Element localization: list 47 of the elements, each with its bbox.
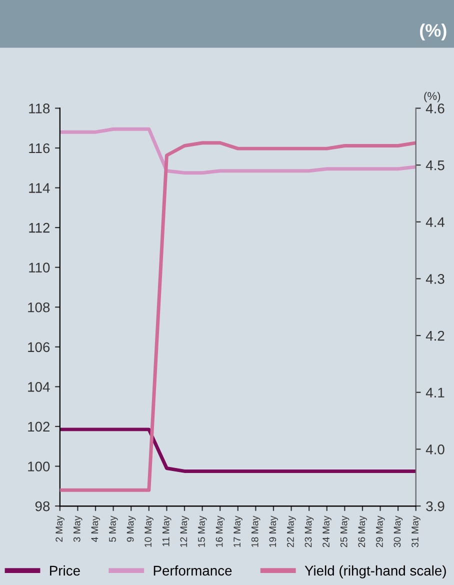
y-tick-label: 106 — [28, 342, 50, 352]
x-tick-label: 25 May — [340, 516, 350, 548]
x-tick-label: 26 May — [358, 516, 368, 548]
x-tick-label: 22 May — [287, 516, 296, 548]
x-tick-label: 31 May — [412, 516, 420, 548]
y-tick-label: 116 — [29, 143, 50, 154]
y-tick-label: 108 — [28, 302, 50, 312]
x-tick-label: 9 May — [126, 516, 136, 542]
x-tick-label: 2 May — [56, 516, 64, 542]
x-tick-label: 23 May — [304, 516, 314, 548]
legend-label: Price — [50, 565, 80, 576]
x-tick-label: 29 May — [376, 516, 385, 548]
chart-title: (%) — [420, 24, 446, 40]
y2-axis-title: (%) — [424, 92, 440, 102]
y-tick-label: 104 — [28, 382, 50, 392]
y2-tick-label: 4.6 — [426, 104, 444, 114]
y2-tick-label: 4.5 — [426, 160, 444, 170]
y2-tick-label: 4.4 — [426, 217, 444, 227]
line-series — [60, 141, 416, 492]
x-tick-label: 17 May — [234, 516, 242, 547]
y2-tick-label: 3.9 — [426, 501, 444, 512]
y2-tick-label: 4.0 — [426, 444, 444, 454]
legend-label: Yield (rihgt-hand scale) — [304, 565, 446, 578]
legend-label: Performance — [154, 565, 232, 576]
y-tick-label: 98 — [35, 501, 50, 512]
y2-tick-label: 4.1 — [426, 388, 444, 398]
y2-tick-label: 4.2 — [426, 330, 444, 341]
y-tick-label: 110 — [29, 262, 50, 273]
x-tick-label: 30 May — [394, 516, 403, 548]
x-tick-label: 18 May — [251, 516, 260, 547]
y2-tick-label: 4.3 — [426, 274, 444, 284]
y-tick-label: 118 — [29, 104, 50, 114]
y-tick-label: 114 — [29, 183, 50, 193]
line-series — [60, 127, 416, 175]
x-tick-label: 11 May — [162, 516, 172, 546]
x-tick-label: 4 May — [91, 516, 100, 542]
x-tick-label: 16 May — [216, 516, 225, 547]
x-tick-label: 5 May — [109, 516, 118, 542]
x-tick-label: 19 May — [269, 516, 278, 547]
x-tick-label: 15 May — [198, 516, 207, 547]
x-tick-label: 10 May — [144, 516, 154, 547]
x-tick-label: 12 May — [180, 516, 190, 547]
x-tick-label: 24 May — [322, 516, 332, 548]
y-tick-label: 102 — [28, 422, 50, 432]
y-tick-label: 112 — [29, 222, 50, 233]
y-tick-label: 100 — [28, 462, 50, 472]
x-tick-label: 3 May — [73, 516, 82, 542]
